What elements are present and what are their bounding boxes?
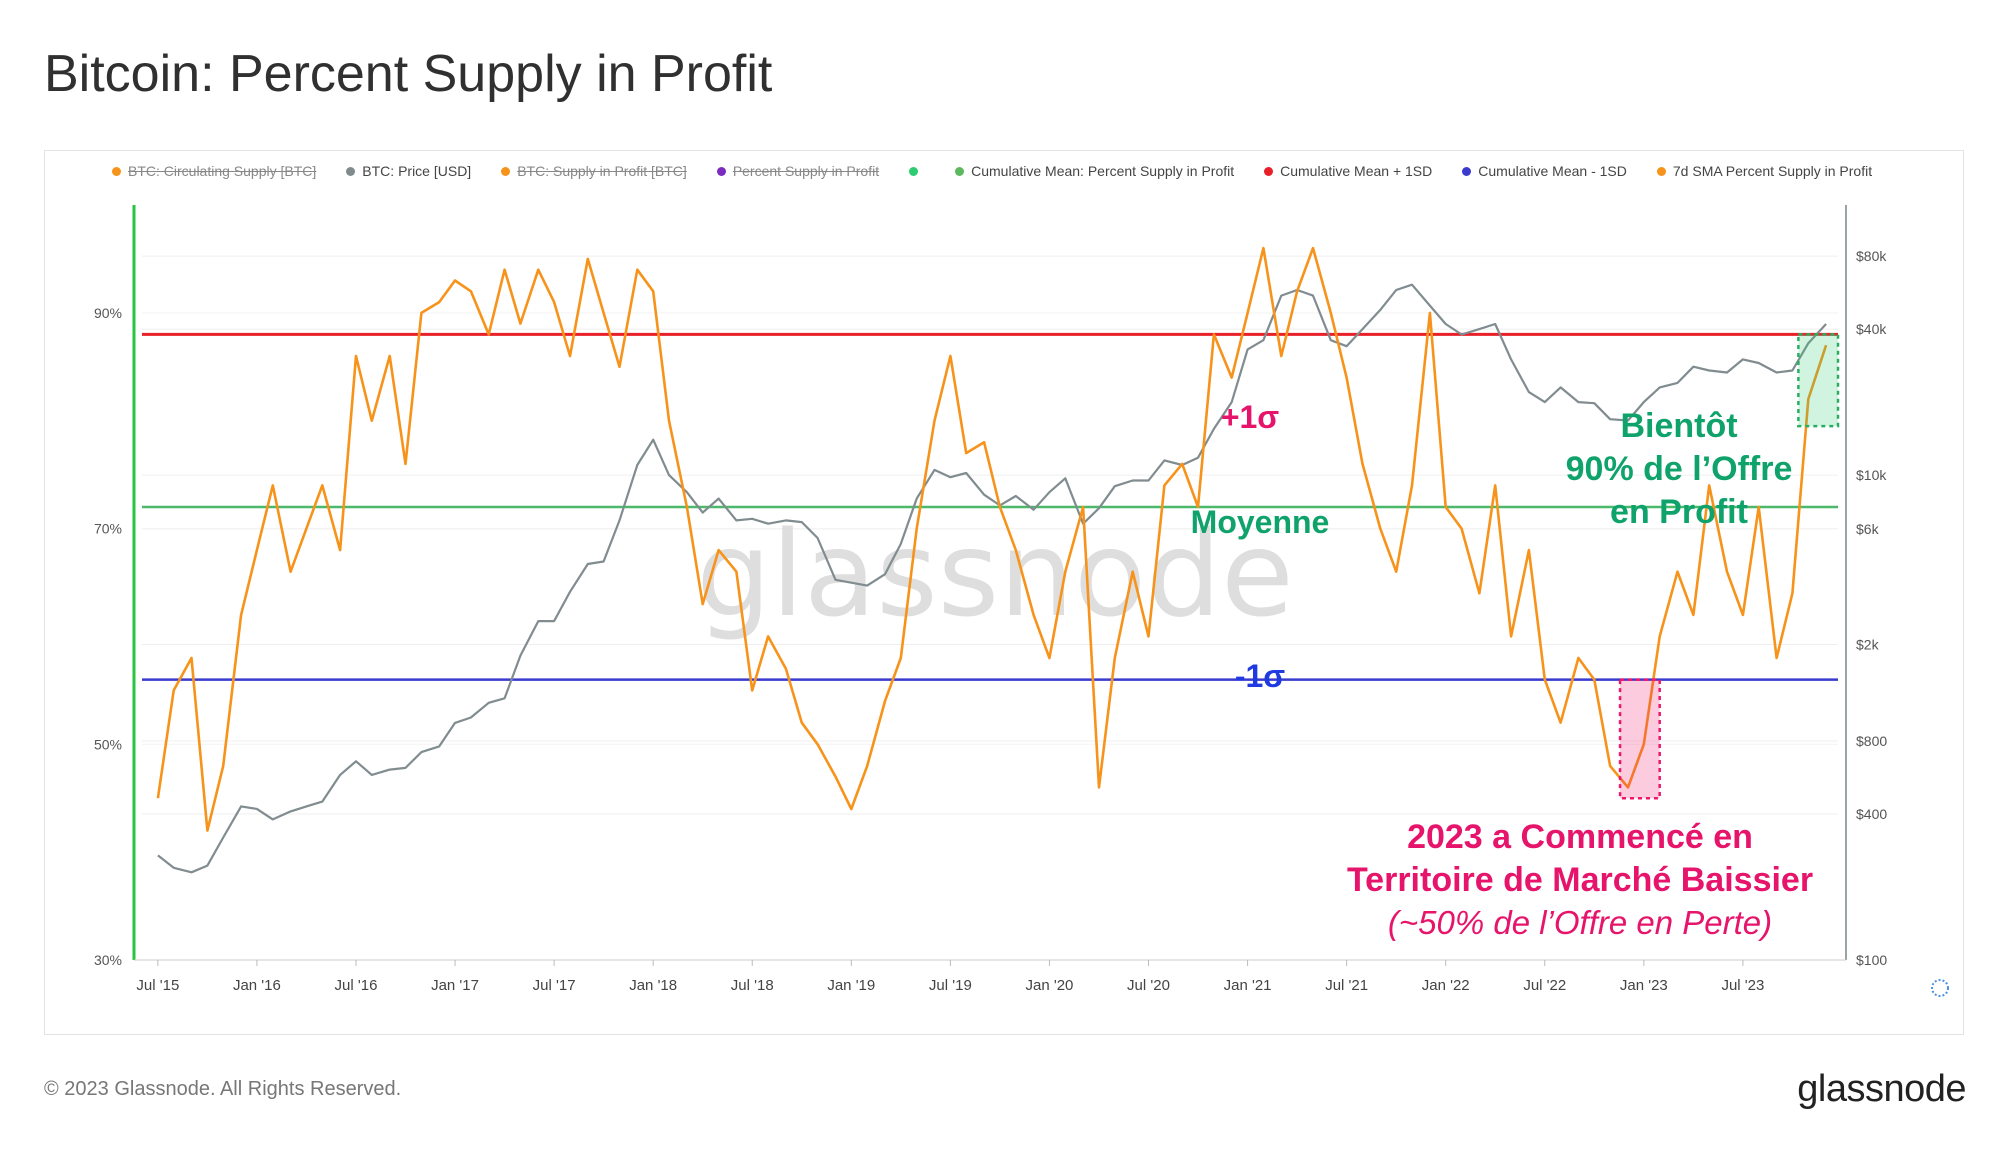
legend-item[interactable]: BTC: Circulating Supply [BTC] [112,163,316,179]
bear-label-line2: Territoire de Marché Baissier [1347,861,1813,899]
legend-dot-icon [346,166,356,176]
annotations: +1σ Moyenne -1σ Bientôt 90% de l’Offre en Pro… [1191,399,1813,941]
legend-dot-icon [1264,166,1274,176]
x-tick-label: Jul '23 [1721,977,1764,994]
x-tick-label: Jan '23 [1620,977,1668,994]
legend-dot-icon [112,166,121,176]
watermark-text: glassnode [696,505,1293,643]
legend-dot-icon [955,166,965,176]
y-right-tick-label: $400 [1856,806,1887,822]
brand-logo: glassnode [1797,1068,1966,1110]
legend-label: 7d SMA Percent Supply in Profit [1672,163,1873,179]
bear-market-box [1618,678,1661,800]
x-tick-label: Jan '20 [1025,977,1073,994]
legend-item[interactable]: 7d SMA Percent Supply in Profit [1656,163,1873,179]
y-left-tick-label: 30% [94,952,122,968]
legend-item[interactable]: BTC: Supply in Profit [BTC] [501,163,687,179]
y-right-tick-label: $800 [1856,733,1887,749]
legend-item[interactable] [909,166,925,176]
copyright: © 2023 Glassnode. All Rights Reserved. [44,1078,402,1100]
x-tick-label: Jul '20 [1127,977,1170,994]
plus-1sd-label: +1σ [1221,399,1279,435]
x-tick-label: Jul '19 [929,977,972,994]
x-tick-label: Jan '17 [431,977,479,994]
chart-frame [44,150,1964,1035]
x-tick-label: Jul '15 [136,977,179,994]
x-tick-label: Jan '22 [1422,977,1470,994]
legend-dot-icon [909,166,919,176]
price-line [157,283,1827,874]
y-right-tick-label: $80k [1856,248,1887,264]
x-tick-label: Jul '21 [1325,977,1368,994]
mean-label: Moyenne [1191,504,1330,540]
y-right-tick-label: $100 [1856,952,1887,968]
y-left-tick-label: 50% [94,736,122,752]
y-right-tick-label: $40k [1856,321,1887,337]
x-tick-label: Jan '18 [629,977,677,994]
minus-1sd-label: -1σ [1235,658,1285,694]
near-90-box [1797,333,1840,428]
legend: BTC: Circulating Supply [BTC] BTC: Price … [112,160,1972,182]
watermark: glassnode [696,505,1293,643]
x-tick-label: Jan '19 [827,977,875,994]
legend-label: BTC: Supply in Profit [BTC] [517,163,687,179]
y-right-tick-label: $2k [1856,637,1880,653]
y-right-tick-label: $10k [1856,467,1887,483]
legend-dot-icon [501,166,511,176]
x-tick-label: Jan '16 [233,977,281,994]
legend-label: Cumulative Mean - 1SD [1478,163,1627,179]
axes: 30% 50% 70% 90% $100 $400 $800 $2k $6k $10k $40k $8… [94,205,1887,994]
series [156,246,1828,874]
x-tick-label: Jul '16 [335,977,378,994]
x-tick-label: Jan '21 [1224,977,1272,994]
legend-item[interactable]: Cumulative Mean - 1SD [1462,163,1627,179]
supply-in-profit-line [156,246,1828,832]
legend-dot-icon [1656,166,1666,176]
legend-dot-icon [1462,166,1472,176]
bear-label-line1: 2023 a Commencé en [1407,818,1753,856]
soon-label-line1: Bientôt [1620,407,1737,445]
legend-label: Cumulative Mean: Percent Supply in Profi… [971,163,1235,179]
legend-item[interactable]: Cumulative Mean + 1SD [1264,163,1432,179]
soon-label-line3: en Profit [1610,493,1748,531]
legend-dot-icon [716,166,726,176]
page-title: Bitcoin: Percent Supply in Profit [44,45,773,103]
soon-label-line2: 90% de l’Offre [1566,450,1793,488]
legend-item[interactable]: BTC: Price [USD] [346,163,471,179]
settings-icon[interactable] [1931,979,1949,997]
legend-item[interactable]: Percent Supply in Profit [716,163,880,179]
x-tick-label: Jul '18 [731,977,774,994]
legend-label: BTC: Circulating Supply [BTC] [128,163,317,179]
bear-label-line3: (~50% de l’Offre en Perte) [1388,904,1772,941]
level-lines [142,332,1838,681]
y-right-tick-label: $6k [1856,521,1880,537]
legend-item[interactable]: Cumulative Mean: Percent Supply in Profi… [955,163,1234,179]
legend-label: Percent Supply in Profit [732,163,880,179]
x-tick-label: Jul '22 [1523,977,1566,994]
highlight-boxes [1618,333,1840,800]
x-tick-label: Jul '17 [533,977,576,994]
y-left-tick-label: 90% [94,305,122,321]
legend-label: BTC: Price [USD] [362,163,472,179]
y-left-tick-label: 70% [94,521,122,537]
legend-label: Cumulative Mean + 1SD [1280,163,1433,179]
